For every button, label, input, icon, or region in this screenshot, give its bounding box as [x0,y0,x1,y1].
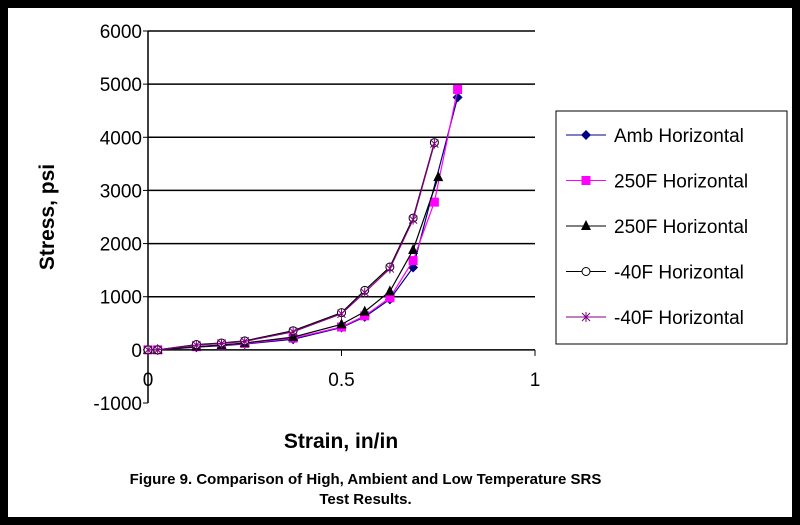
legend-label: 250F Horizontal [614,217,748,238]
chart-frame: -1000 0 1000 2000 3000 4000 5000 6000 0 0.5 1 Strai… [8,8,792,517]
data-point [192,340,201,351]
figure-caption: Figure 9. Comparison of High, Ambient an… [8,470,788,510]
caption-line-1: Figure 9. Comparison of High, Ambient an… [129,471,602,488]
y-tick-label: 3000 [100,181,142,202]
legend-marker [581,267,591,276]
data-point [360,287,370,298]
y-axis-label: Stress, psi [36,164,59,270]
legend-label: -40F Horizontal [614,263,744,284]
x-tick-label: 0 [143,370,154,391]
data-point [408,256,418,266]
legend-label: 250F Horizontal [614,172,748,193]
data-point [288,326,298,337]
series-line-2 [148,176,439,351]
data-point [240,336,250,347]
legend-box [555,110,788,345]
caption-line-2: Test Results. [319,491,412,508]
data-point [408,214,418,225]
data-point [336,318,347,329]
data-point [429,197,439,207]
data-point [153,344,163,355]
legend-label: Amb Horizontal [614,126,744,147]
data-point [217,338,226,349]
y-tick-label: 0 [131,341,142,362]
data-point [433,171,444,182]
data-point [359,305,370,316]
data-point [453,84,463,94]
legend-marker [581,312,591,322]
data-point [385,293,395,303]
legend-marker [581,176,591,185]
legend-label: -40F Horizontal [614,308,744,329]
y-tick-label: 1000 [100,288,142,309]
series-line-3 [148,142,435,351]
data-point [143,344,153,355]
series-line-4 [148,143,435,351]
y-tick-label: 4000 [100,128,142,149]
y-tick-label: 2000 [100,235,142,256]
data-point [384,285,395,296]
data-point [360,311,370,321]
data-point [385,263,395,274]
y-tick-label: 5000 [100,75,142,96]
x-tick-label: 1 [530,370,541,391]
legend-marker [581,220,591,230]
data-point [337,308,346,319]
x-tick-label: 0.5 [328,370,354,391]
y-tick-label: 6000 [100,22,142,43]
data-point [430,138,439,149]
data-point [408,243,419,254]
x-axis-label: Strain, in/in [284,430,398,453]
y-tick-label: -1000 [93,394,142,415]
legend-marker [581,130,591,140]
